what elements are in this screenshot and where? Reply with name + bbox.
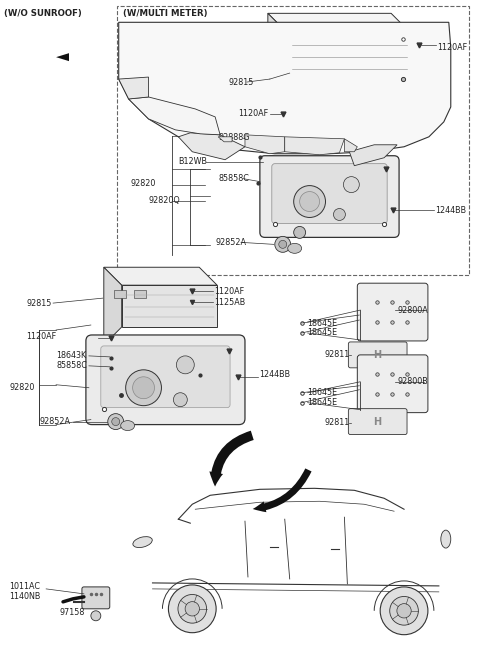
- Polygon shape: [104, 267, 122, 345]
- Bar: [264, 164, 272, 168]
- FancyBboxPatch shape: [348, 342, 407, 368]
- Text: 92852A: 92852A: [215, 238, 246, 247]
- FancyBboxPatch shape: [86, 335, 245, 424]
- FancyBboxPatch shape: [348, 409, 407, 434]
- Circle shape: [390, 596, 419, 625]
- Text: H: H: [373, 350, 381, 360]
- FancyBboxPatch shape: [82, 587, 110, 609]
- Text: 92852A: 92852A: [39, 417, 70, 426]
- Ellipse shape: [120, 420, 134, 430]
- Text: 18645E: 18645E: [308, 388, 338, 398]
- Circle shape: [168, 585, 216, 632]
- Ellipse shape: [288, 243, 301, 253]
- FancyBboxPatch shape: [101, 346, 230, 407]
- Bar: [310, 134, 320, 142]
- Circle shape: [294, 226, 306, 238]
- Text: H: H: [373, 417, 381, 426]
- Text: 97158: 97158: [59, 608, 84, 617]
- Text: 92888G: 92888G: [218, 133, 250, 142]
- FancyBboxPatch shape: [260, 155, 399, 237]
- Circle shape: [300, 192, 320, 211]
- Polygon shape: [268, 13, 288, 105]
- Text: 92800A: 92800A: [397, 306, 428, 315]
- Circle shape: [380, 587, 428, 635]
- Polygon shape: [179, 133, 245, 159]
- Polygon shape: [119, 22, 451, 154]
- Text: 1140NB: 1140NB: [9, 592, 41, 602]
- Bar: [117, 7, 468, 276]
- Text: 92820: 92820: [9, 383, 35, 392]
- Polygon shape: [285, 137, 344, 155]
- Text: (W/O SUNROOF): (W/O SUNROOF): [4, 9, 82, 18]
- Polygon shape: [119, 77, 148, 99]
- Bar: [114, 290, 126, 298]
- FancyArrowPatch shape: [209, 431, 254, 487]
- FancyBboxPatch shape: [357, 355, 428, 413]
- FancyBboxPatch shape: [272, 164, 387, 224]
- Circle shape: [275, 236, 291, 253]
- Polygon shape: [104, 267, 217, 285]
- FancyArrowPatch shape: [252, 468, 312, 512]
- Circle shape: [173, 393, 187, 407]
- Text: 1120AF: 1120AF: [437, 43, 467, 52]
- FancyBboxPatch shape: [357, 283, 428, 341]
- Ellipse shape: [133, 537, 152, 548]
- Polygon shape: [129, 97, 220, 135]
- Text: 92820: 92820: [131, 179, 156, 188]
- Circle shape: [112, 418, 120, 426]
- Text: 92811: 92811: [324, 350, 350, 359]
- Text: 92815: 92815: [26, 298, 52, 308]
- Circle shape: [294, 186, 325, 218]
- Circle shape: [178, 594, 206, 623]
- Text: 1125AB: 1125AB: [214, 298, 245, 306]
- Text: 92820Q: 92820Q: [148, 196, 180, 205]
- Circle shape: [126, 370, 161, 405]
- Text: 1244BB: 1244BB: [435, 206, 466, 215]
- Text: 85858C: 85858C: [56, 361, 87, 371]
- Circle shape: [132, 377, 155, 399]
- Circle shape: [334, 209, 346, 220]
- Circle shape: [397, 604, 411, 618]
- Polygon shape: [349, 145, 397, 166]
- Bar: [280, 39, 294, 49]
- Text: 92815: 92815: [228, 77, 253, 87]
- Circle shape: [108, 414, 124, 430]
- Bar: [133, 290, 145, 298]
- Text: (W/MULTI METER): (W/MULTI METER): [123, 9, 207, 18]
- Polygon shape: [122, 285, 217, 327]
- Polygon shape: [288, 33, 411, 85]
- Polygon shape: [56, 53, 69, 61]
- Text: 1011AC: 1011AC: [9, 583, 40, 592]
- Text: 92811: 92811: [324, 418, 350, 427]
- Text: 18645E: 18645E: [308, 329, 338, 337]
- Bar: [315, 39, 329, 49]
- Text: 18643K: 18643K: [56, 352, 86, 360]
- Polygon shape: [268, 13, 411, 33]
- Text: 18645E: 18645E: [308, 319, 338, 327]
- Text: 1120AF: 1120AF: [214, 287, 244, 296]
- Polygon shape: [245, 135, 285, 154]
- Text: B12WB: B12WB: [179, 157, 207, 166]
- Circle shape: [185, 602, 199, 616]
- Text: 92800B: 92800B: [397, 377, 428, 386]
- Circle shape: [343, 176, 360, 193]
- Ellipse shape: [316, 127, 343, 150]
- Text: 1120AF: 1120AF: [26, 333, 56, 342]
- Bar: [298, 39, 312, 49]
- Ellipse shape: [264, 155, 280, 168]
- Ellipse shape: [321, 132, 332, 142]
- Polygon shape: [268, 85, 411, 105]
- Circle shape: [91, 611, 101, 621]
- Text: 18645E: 18645E: [308, 398, 338, 407]
- Text: 1244BB: 1244BB: [259, 370, 290, 379]
- Text: 85858C: 85858C: [218, 174, 249, 183]
- Polygon shape: [218, 137, 232, 142]
- Polygon shape: [344, 139, 357, 152]
- Circle shape: [279, 240, 287, 249]
- Circle shape: [176, 356, 194, 374]
- Text: 1120AF: 1120AF: [238, 110, 268, 119]
- Ellipse shape: [441, 530, 451, 548]
